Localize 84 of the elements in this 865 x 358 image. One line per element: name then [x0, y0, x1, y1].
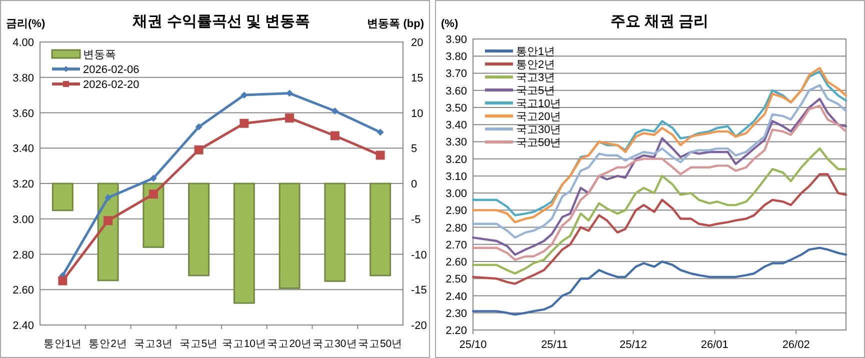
- legend-label: 국고20년: [516, 111, 562, 123]
- y-tick-label: 4.00: [12, 37, 34, 49]
- y2-tick-label: 10: [411, 108, 424, 120]
- y2-tick-label: -10: [411, 249, 427, 262]
- y-axis-title: 금리(%): [6, 18, 46, 30]
- legend-label: 국고30년: [516, 124, 562, 136]
- y-tick-label: 3.60: [12, 108, 34, 120]
- y-tick-label: 3.70: [446, 68, 467, 80]
- y-tick-label: 2.90: [446, 205, 467, 218]
- y-tick-label: 2.30: [446, 308, 467, 320]
- x-tick-label: 통안1년: [43, 338, 82, 350]
- y-tick-label: 3.10: [446, 170, 467, 183]
- point: [285, 114, 294, 123]
- point: [148, 190, 158, 199]
- legend-label: 통안2년: [516, 59, 556, 71]
- x-tick-label: 국고30년: [312, 338, 358, 350]
- x-tick-label: 25/10: [459, 339, 487, 351]
- y-tick-label: 3.50: [446, 102, 467, 114]
- legend-label: 통안1년: [516, 46, 556, 58]
- y2-tick-label: 20: [411, 37, 424, 49]
- y-tick-label: 3.90: [446, 34, 467, 46]
- point: [331, 107, 338, 114]
- y2-tick-label: 5: [411, 143, 418, 156]
- legend-label: 국고10년: [516, 98, 562, 110]
- point: [376, 128, 384, 136]
- x-tick-label: 25/11: [541, 339, 568, 351]
- legend-label: 2026-02-06: [83, 64, 140, 76]
- y-tick-label: 3.60: [446, 85, 467, 98]
- x-tick-label: 25/12: [619, 339, 647, 351]
- y-tick-label: 3.00: [12, 214, 34, 226]
- point: [195, 123, 202, 130]
- point: [330, 131, 340, 140]
- point: [376, 150, 385, 160]
- x-tick-label: 국고50년: [358, 338, 403, 350]
- x-tick-label: 국고10년: [222, 338, 267, 350]
- y2-axis-title: 변동폭 (bp): [367, 18, 424, 30]
- y2-tick-label: 0: [411, 178, 418, 190]
- point: [286, 90, 294, 97]
- y-tick-label: 2.80: [446, 222, 467, 234]
- point: [240, 92, 248, 99]
- y-tick-label: 3.80: [12, 72, 34, 84]
- line-series: [472, 84, 848, 239]
- y-tick-label: 2.40: [446, 290, 467, 303]
- y-tick-label: 3.40: [446, 120, 467, 132]
- legend-label: 국고5년: [516, 85, 556, 97]
- point: [150, 174, 157, 182]
- y-tick-label: 3.20: [12, 178, 34, 190]
- y2-tick-label: -15: [411, 284, 427, 297]
- y2-tick-label: -20: [411, 320, 427, 332]
- x-tick-label: 통안2년: [88, 338, 128, 350]
- point: [240, 118, 249, 128]
- y-tick-label: 2.80: [12, 249, 34, 262]
- y-tick-label: 2.70: [446, 239, 467, 252]
- legend-label: 변동폭: [83, 49, 116, 61]
- point: [58, 276, 68, 286]
- chart-title: 채권 수익률곡선 및 변동폭: [132, 13, 310, 30]
- chart-title: 주요 채권 금리: [610, 13, 709, 30]
- y-tick-label: 3.30: [446, 136, 467, 149]
- y-tick-label: 3.40: [12, 143, 34, 156]
- x-tick-label: 국고3년: [134, 338, 173, 350]
- line-series: [472, 246, 848, 316]
- y-tick-label: 3.80: [446, 51, 467, 64]
- line-series: [472, 147, 848, 275]
- y2-tick-label: 15: [411, 72, 424, 84]
- y-tick-label: 2.40: [12, 320, 34, 332]
- x-tick-label: 26/02: [782, 339, 810, 351]
- point: [194, 145, 204, 154]
- legend-label: 국고50년: [516, 137, 562, 149]
- point: [104, 194, 112, 202]
- legend-label: 국고3년: [516, 72, 556, 84]
- y2-tick-label: -5: [411, 214, 421, 226]
- x-tick-label: 26/01: [700, 339, 728, 351]
- y-tick-label: 2.60: [12, 284, 34, 297]
- y-axis-title: (%): [441, 18, 458, 30]
- y-tick-label: 3.20: [446, 154, 467, 166]
- y-tick-label: 2.60: [446, 256, 467, 269]
- x-tick-label: 국고5년: [179, 338, 218, 350]
- line-series: [472, 173, 848, 285]
- y-tick-label: 2.50: [446, 274, 467, 286]
- x-tick-label: 국고20년: [267, 338, 312, 350]
- legend-label: 2026-02-20: [83, 79, 140, 91]
- y-tick-label: 3.00: [446, 188, 467, 200]
- point: [104, 216, 113, 226]
- y-tick-label: 2.20: [446, 325, 467, 337]
